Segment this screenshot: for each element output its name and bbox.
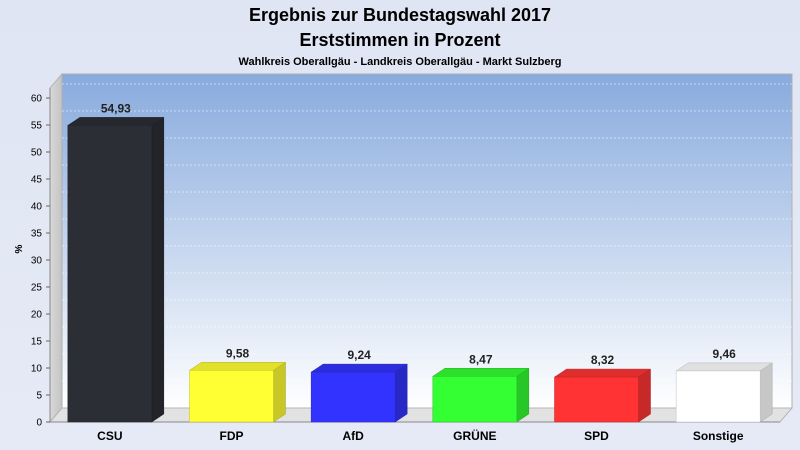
x-tick-label: CSU [97,429,122,443]
y-axis-ticks: 0 5 10 15 20 25 30 35 40 45 50 55 60 [31,94,50,429]
bar-top [432,368,530,377]
y-axis-label: % [14,244,25,253]
y-tick-label: 55 [31,121,43,132]
bar [188,361,287,423]
bar-side [273,361,286,423]
bar-front [554,376,639,423]
bar-side [759,362,773,423]
y-tick-label: 50 [31,148,43,159]
data-label: 8,32 [591,353,615,367]
y-tick-label: 35 [31,229,43,240]
data-label: 9,58 [226,346,250,360]
x-tick-label: FDP [220,429,244,443]
bars [67,116,773,423]
y-tick-label: 40 [31,202,43,213]
y-tick-label: 10 [31,364,43,375]
bar-front [675,370,761,423]
plot-back-wall [61,73,793,409]
data-label: 8,47 [469,352,493,366]
chart-title: Ergebnis zur Bundestagswahl 2017 [249,5,551,25]
bar-top [67,117,165,126]
bar [675,362,773,423]
y-tick-label: 30 [31,256,43,267]
gridlines [62,83,792,382]
bar-side [516,367,530,423]
bar-front [310,371,396,423]
chart-caption: Wahlkreis Oberallgäu - Landkreis Oberall… [239,56,562,68]
bar [553,368,652,423]
y-tick-label: 5 [36,391,42,402]
chart-subtitle: Erststimmen in Prozent [299,30,500,50]
bar [67,116,165,423]
y-tick-label: 20 [31,310,43,321]
x-tick-label: AfD [343,429,365,443]
data-label: 9,24 [347,348,371,362]
plot-left-wall [49,72,63,424]
bar-side [394,363,408,423]
bar [310,363,408,423]
y-tick-label: 25 [31,283,43,294]
bar-side [151,116,165,423]
bar-top [553,368,652,378]
bar-top [675,362,773,372]
y-tick-label: 15 [31,337,43,348]
x-tick-label: Sonstige [693,429,744,443]
labels: 54,93 CSU 9,58 FDP 9,24 AfD 8,47 GRÜNE 8,32 SPD 9,… [97,101,744,443]
y-tick-label: 60 [31,94,43,105]
x-tick-label: SPD [584,429,609,443]
bar-top [188,362,287,371]
bar-front [432,376,518,423]
data-label: 54,93 [101,101,131,115]
bar [432,367,530,423]
x-tick-label: GRÜNE [453,428,496,443]
bar-top [310,363,408,373]
bar-side [638,368,651,423]
y-tick-label: 0 [36,418,42,429]
bar-front [67,125,153,423]
data-label: 9,46 [712,347,736,361]
y-tick-label: 45 [31,175,43,186]
bar-front [189,370,274,423]
